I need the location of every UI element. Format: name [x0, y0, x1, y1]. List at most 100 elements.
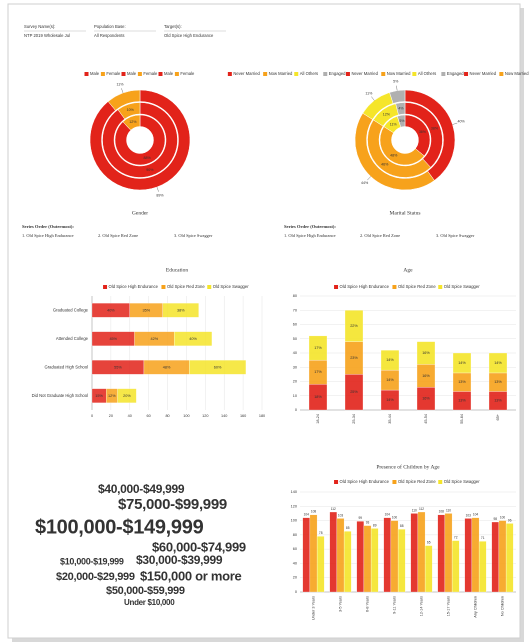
data-label: 108: [439, 510, 445, 514]
legend-swatch: [499, 72, 504, 76]
leader-line: [371, 96, 375, 101]
category-label: No Children: [501, 596, 505, 616]
data-label: 18%: [314, 395, 322, 399]
leader-line: [367, 176, 371, 181]
bar: [329, 511, 338, 593]
bar: [383, 517, 392, 593]
legend-label: Never Married: [470, 71, 497, 76]
word: $150,000 or more: [140, 568, 242, 583]
y-tick-label: 100: [291, 519, 297, 523]
data-label: 112: [331, 507, 336, 511]
chart-title: Gender: [132, 210, 148, 216]
chart-title: Education: [166, 267, 189, 273]
leader-line: [121, 88, 124, 94]
data-label: 5%: [393, 80, 399, 84]
bar: [464, 518, 473, 593]
legend-label: All Others: [418, 71, 436, 76]
category-label: 3-5 Years: [339, 596, 343, 612]
legend-swatch: [294, 72, 299, 76]
legend-swatch: [158, 72, 163, 76]
bar: [308, 335, 328, 361]
legend-swatch: [137, 72, 142, 76]
header-label: Target(s):: [164, 24, 182, 29]
legend-label: Now Married: [269, 71, 293, 76]
legend-label: Never Married: [351, 71, 378, 76]
series-order-item: 1. Old Spice High Endurance: [22, 233, 74, 238]
data-label: 14%: [458, 361, 466, 365]
bar: [316, 536, 325, 593]
data-label: 25%: [350, 390, 358, 394]
word: $30,000-$39,999: [136, 553, 223, 567]
y-tick-label: 40: [293, 351, 297, 355]
y-tick-label: 120: [291, 504, 297, 508]
series-order-title: Series Order (Outermost):: [22, 224, 74, 229]
legend-label: Now Married: [387, 71, 411, 76]
data-label: 17%: [314, 370, 322, 374]
data-label: 110: [446, 508, 451, 512]
data-label: 20%: [123, 394, 131, 398]
header-label: Survey Name(s):: [24, 24, 55, 29]
legend-label: Engaged: [447, 71, 464, 76]
category-label: 25-34: [352, 414, 356, 424]
bar: [380, 349, 400, 371]
legend-label: Female: [180, 71, 195, 76]
bar: [162, 302, 199, 318]
header-label: Population Base:: [94, 24, 126, 29]
data-label: 85: [346, 526, 350, 530]
series-order-item: 3. Old Spice Swagger: [174, 233, 213, 238]
data-label: 16%: [422, 374, 430, 378]
legend-swatch: [412, 72, 417, 76]
legend-label: Old Spice High Endurance: [340, 479, 390, 484]
donut-segment: [117, 102, 141, 120]
category-label: Any Children: [474, 596, 478, 618]
legend-label: Old Spice High Endurance: [109, 284, 159, 289]
legend-swatch: [345, 72, 350, 76]
data-label: 16%: [422, 351, 430, 355]
y-tick-label: 40: [293, 561, 297, 565]
data-label: 36%: [419, 130, 427, 134]
legend-swatch: [161, 285, 166, 289]
bar: [498, 520, 507, 593]
data-label: 14%: [386, 398, 394, 402]
bar: [363, 525, 372, 593]
legend-swatch: [334, 285, 339, 289]
data-label: 12%: [383, 112, 391, 116]
category-label: Did Not Graduate High School: [32, 393, 88, 398]
data-label: 99: [359, 516, 363, 520]
legend-swatch: [381, 72, 386, 76]
data-label: 13%: [494, 399, 502, 403]
bar: [452, 352, 472, 374]
donut-segment: [122, 114, 141, 131]
header-value: NTP 2019 Wholesale Jul: [24, 33, 70, 38]
y-tick-label: 60: [293, 323, 297, 327]
data-label: 90%: [146, 168, 154, 172]
data-label: 104: [385, 513, 391, 517]
series-order-item: 3. Old Spice Swagger: [436, 233, 475, 238]
word: Under $10,000: [124, 598, 175, 607]
x-tick-label: 100: [183, 414, 189, 418]
y-tick-label: 50: [293, 337, 297, 341]
category-label: 45-54: [424, 414, 428, 424]
series-order-item: 1. Old Spice High Endurance: [284, 233, 336, 238]
category-label: 6-8 Years: [366, 596, 370, 612]
data-label: 5%: [399, 119, 405, 123]
data-label: 42%: [151, 337, 159, 341]
bar: [397, 528, 406, 593]
bar: [370, 528, 379, 593]
legend-swatch: [392, 285, 397, 289]
word: $75,000-$99,999: [118, 496, 227, 513]
donut-segment: [396, 114, 406, 128]
bar: [410, 513, 419, 593]
data-label: 15%: [95, 394, 103, 398]
bar: [444, 513, 453, 593]
data-label: 12%: [129, 120, 137, 124]
series-order-item: 2. Old Spice Red Zone: [360, 233, 400, 238]
y-tick-label: 70: [293, 308, 297, 312]
word: $100,000-$149,999: [35, 516, 204, 538]
category-label: 35-44: [388, 414, 392, 424]
data-label: 11%: [117, 82, 125, 86]
data-label: 10%: [127, 108, 135, 112]
bar: [390, 520, 399, 593]
bar: [344, 310, 364, 342]
data-label: 38%: [177, 308, 185, 312]
